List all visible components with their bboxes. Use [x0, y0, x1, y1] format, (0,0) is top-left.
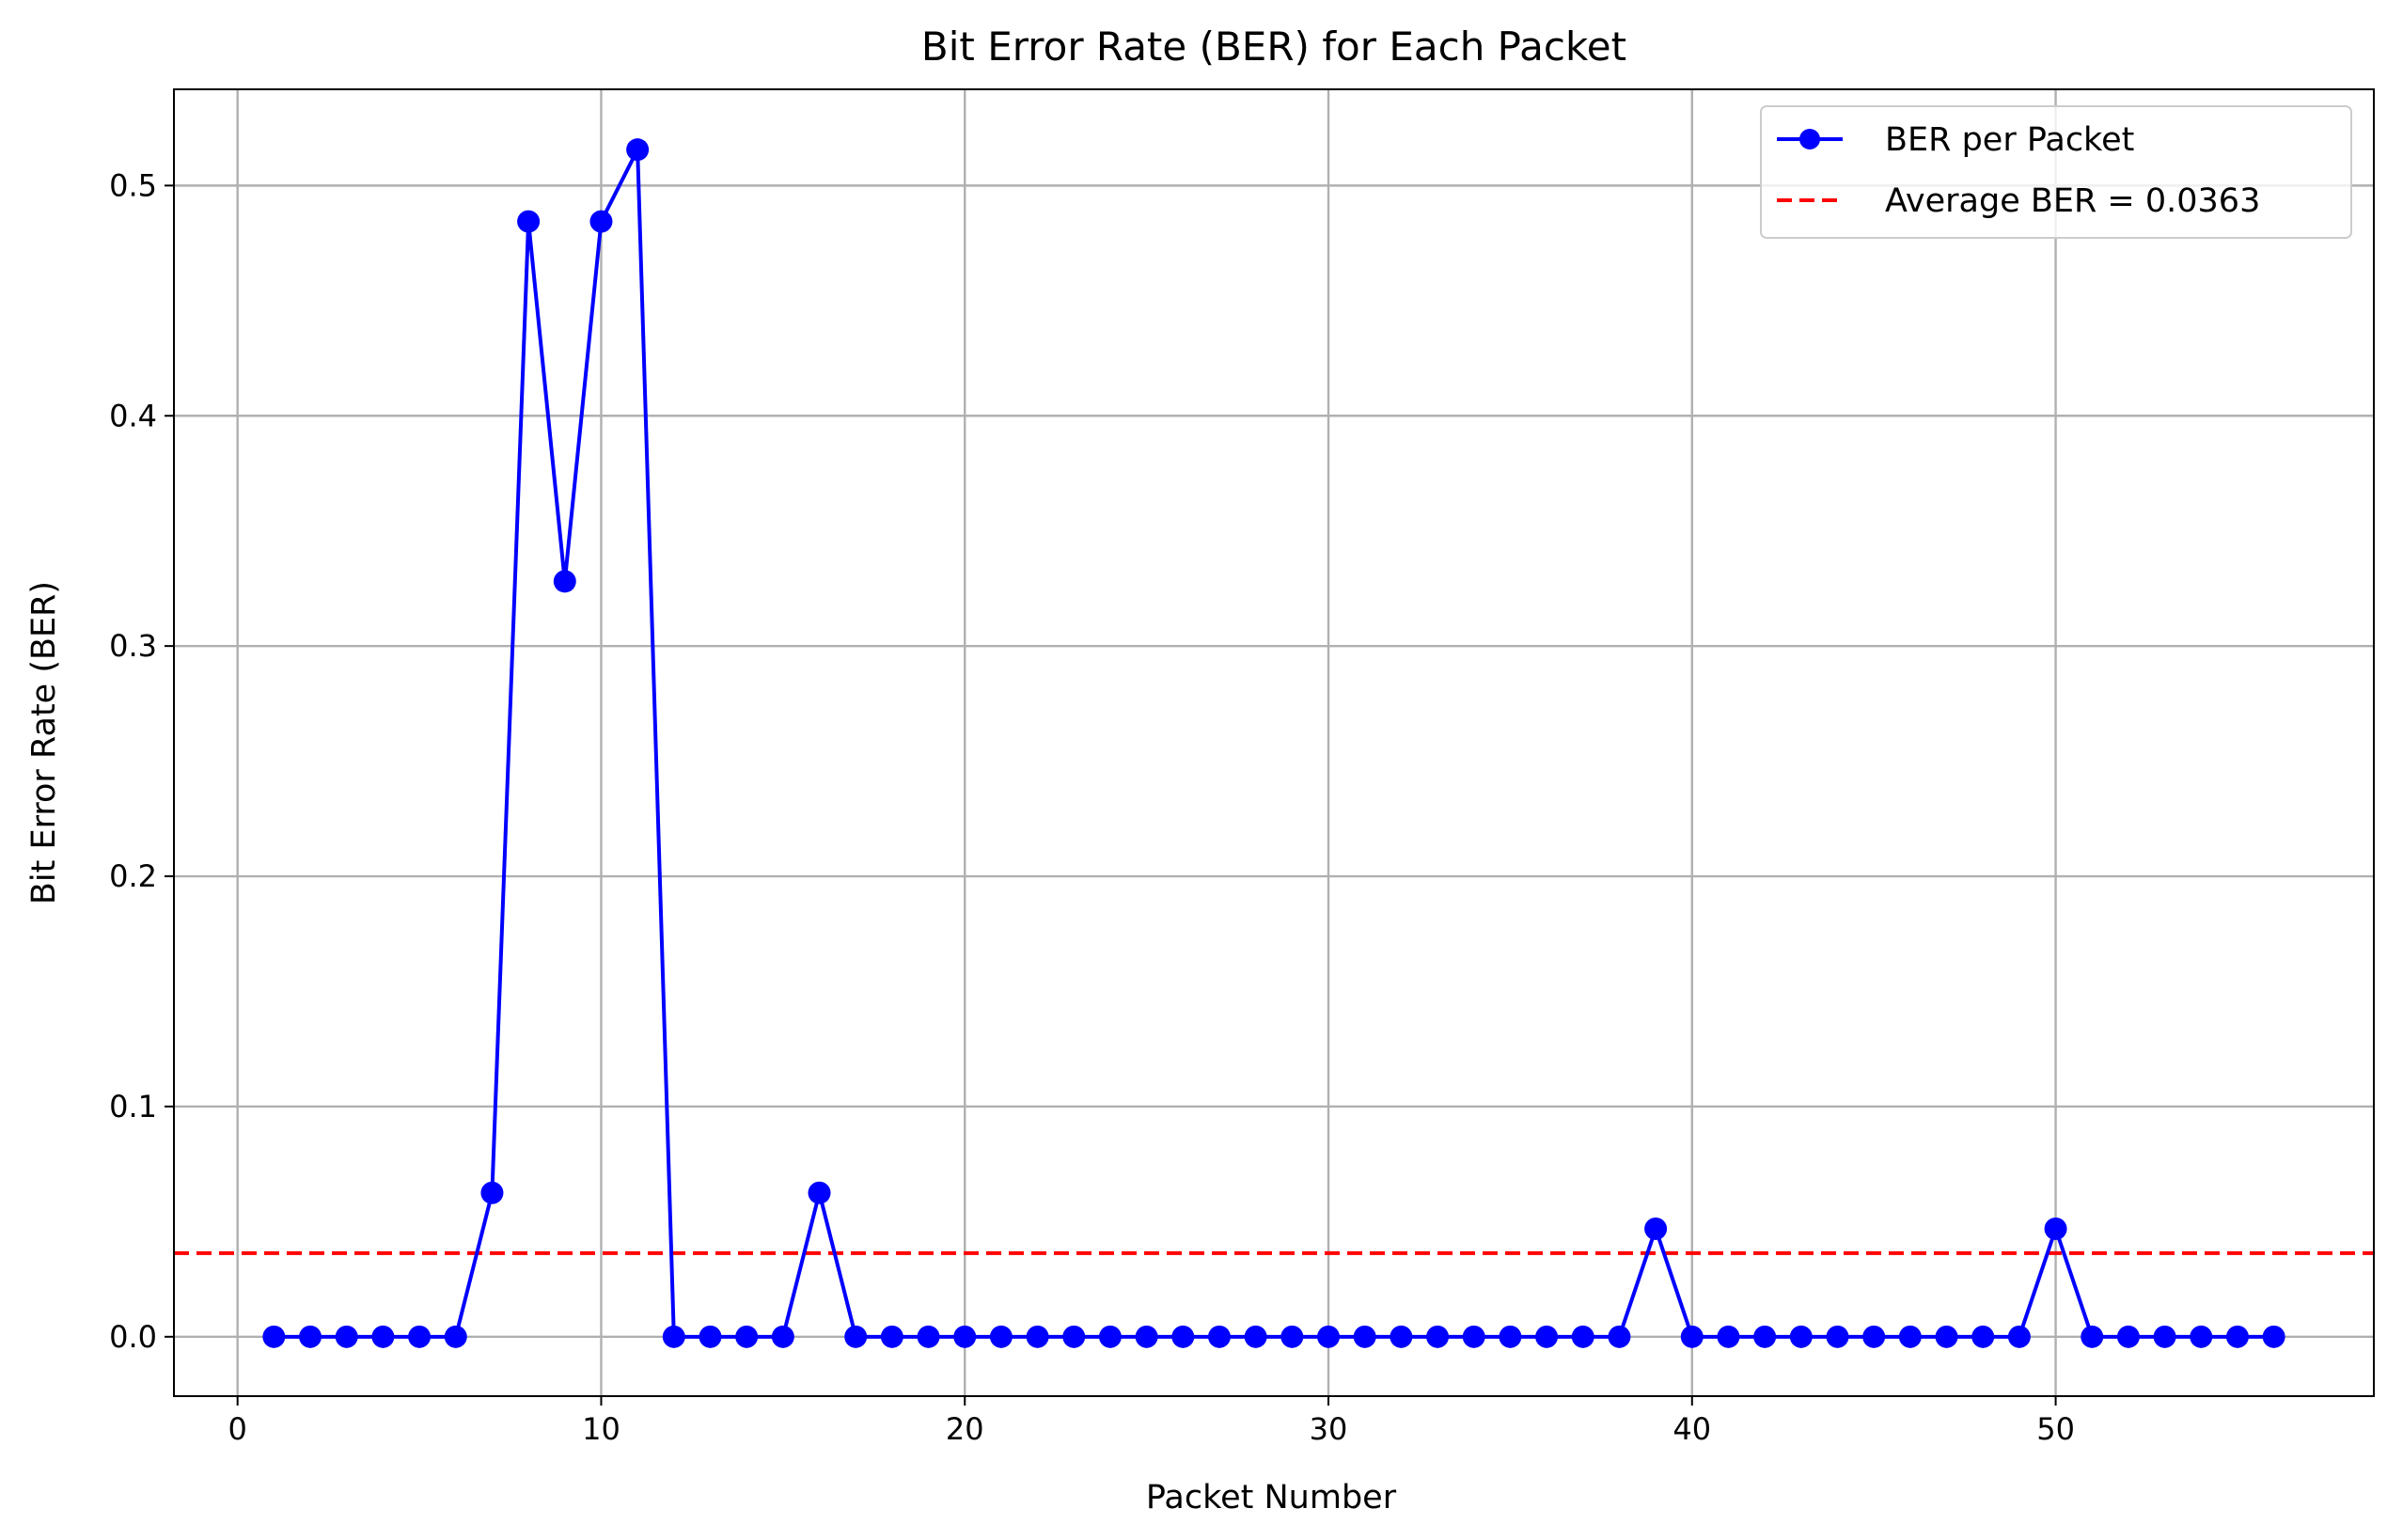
- ber-data-point: [2225, 1325, 2249, 1348]
- ber-data-point: [2262, 1325, 2285, 1348]
- ber-data-point: [1462, 1325, 1485, 1348]
- x-tick-label: 40: [1672, 1411, 1711, 1447]
- x-tick-label: 50: [2036, 1411, 2075, 1447]
- plot-frame: [173, 88, 2375, 1397]
- ber-data-point: [771, 1325, 794, 1348]
- y-tick-label: 0.4: [109, 398, 157, 433]
- legend-label-average: Average BER = 0.0363: [1885, 182, 2260, 220]
- ber-data-point: [1499, 1325, 1522, 1348]
- chart-title: Bit Error Rate (BER) for Each Packet: [921, 24, 1626, 70]
- ber-data-point: [1680, 1325, 1704, 1348]
- ber-data-point: [662, 1325, 685, 1348]
- ber-data-point: [1062, 1325, 1086, 1348]
- ber-data-point: [517, 210, 541, 233]
- ber-data-point: [2044, 1217, 2067, 1240]
- x-ticks: 0 10 20 30 40 50: [228, 1396, 2075, 1447]
- legend-marker-ber: [1799, 129, 1820, 149]
- ber-data-point: [989, 1325, 1013, 1348]
- y-ticks: 0.0 0.1 0.2 0.3 0.4 0.5: [109, 167, 174, 1355]
- y-tick-label: 0.5: [109, 167, 157, 203]
- y-tick-label: 0.1: [109, 1089, 157, 1124]
- x-tick-label: 0: [228, 1411, 247, 1447]
- ber-data-point: [1971, 1325, 1995, 1348]
- ber-data-point: [262, 1325, 286, 1348]
- legend-label-ber: BER per Packet: [1885, 121, 2134, 159]
- ber-data-point: [1426, 1325, 1450, 1348]
- ber-data-point: [2190, 1325, 2213, 1348]
- ber-data-point: [1826, 1325, 1849, 1348]
- ber-data-point: [1317, 1325, 1341, 1348]
- ber-data-point: [299, 1325, 322, 1348]
- ber-data-point: [917, 1325, 940, 1348]
- ber-data-point: [2081, 1325, 2104, 1348]
- ber-data-point: [480, 1181, 504, 1204]
- ber-data-point: [1207, 1325, 1231, 1348]
- ber-data-point: [444, 1325, 467, 1348]
- ber-data-point: [1353, 1325, 1376, 1348]
- y-tick-label: 0.3: [109, 628, 157, 664]
- ber-data-point: [1898, 1325, 1922, 1348]
- legend-box: [1760, 105, 2352, 239]
- ber-data-point: [844, 1325, 868, 1348]
- ber-data-point: [2116, 1325, 2140, 1348]
- ber-data-point: [626, 138, 650, 162]
- ber-data-point: [880, 1325, 903, 1348]
- ber-data-point: [371, 1325, 395, 1348]
- ber-data-point: [1862, 1325, 1886, 1348]
- y-tick-label: 0.0: [109, 1319, 157, 1355]
- x-tick-label: 20: [946, 1411, 984, 1447]
- ber-data-point: [553, 570, 576, 593]
- ber-data-point: [335, 1325, 358, 1348]
- ber-data-point: [408, 1325, 432, 1348]
- ber-data-point: [1717, 1325, 1740, 1348]
- y-tick-label: 0.2: [109, 858, 157, 894]
- x-tick-label: 30: [1310, 1411, 1348, 1447]
- ber-data-point: [1644, 1217, 1668, 1240]
- ber-data-point: [589, 210, 613, 233]
- ber-data-point: [1753, 1325, 1777, 1348]
- ber-data-point: [699, 1325, 722, 1348]
- ber-data-point: [1608, 1325, 1631, 1348]
- ber-data-point: [1571, 1325, 1594, 1348]
- ber-data-point: [1135, 1325, 1158, 1348]
- ber-data-point: [1244, 1325, 1267, 1348]
- x-axis-label: Packet Number: [1146, 1479, 1397, 1516]
- ber-data-point: [808, 1181, 831, 1204]
- ber-data-point: [2007, 1325, 2031, 1348]
- ber-data-point: [1098, 1325, 1122, 1348]
- ber-data-point: [1280, 1325, 1304, 1348]
- data-series: [262, 138, 2285, 1348]
- legend: BER per Packet Average BER = 0.0363: [1760, 105, 2352, 239]
- ber-data-point: [1026, 1325, 1049, 1348]
- x-tick-label: 10: [582, 1411, 620, 1447]
- ber-data-point: [1935, 1325, 1958, 1348]
- ber-data-point: [953, 1325, 977, 1348]
- ber-data-point: [1535, 1325, 1559, 1348]
- ber-data-point: [2153, 1325, 2176, 1348]
- ber-data-point: [1789, 1325, 1813, 1348]
- y-axis-label: Bit Error Rate (BER): [25, 581, 63, 904]
- ber-data-point: [1171, 1325, 1195, 1348]
- ber-data-point: [735, 1325, 759, 1348]
- ber-data-point: [1390, 1325, 1413, 1348]
